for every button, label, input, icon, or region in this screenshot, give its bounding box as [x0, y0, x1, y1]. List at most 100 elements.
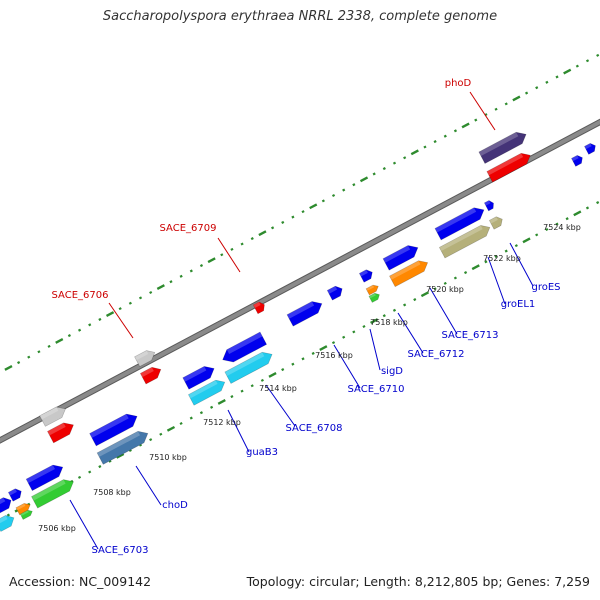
feature-arrow-highlight — [253, 301, 261, 309]
inner-tick-mark — [260, 378, 264, 382]
label-leader-line — [108, 302, 134, 339]
label-leader-line — [227, 409, 250, 453]
inner-tick-mark — [301, 357, 305, 361]
outer-tick-mark — [67, 334, 71, 338]
feature-arrow — [47, 422, 74, 444]
inner-tick-mark — [352, 330, 356, 334]
feature-arrow-shape — [488, 216, 503, 230]
feature-arrow-highlight — [489, 216, 498, 224]
feature-arrow-shape — [187, 379, 226, 406]
inner-tick-mark — [98, 465, 102, 469]
outer-tick-mark — [403, 156, 407, 160]
label-leader-line — [333, 344, 361, 389]
feature-arrow-highlight — [434, 207, 477, 233]
feature-arrow-highlight — [39, 406, 59, 420]
feature-arrow-shape — [89, 413, 138, 447]
feature-arrow — [222, 331, 268, 363]
scale-label: 7514 kbp — [259, 384, 297, 393]
inner-tick-mark — [319, 345, 328, 351]
inner-tick-mark — [128, 448, 132, 452]
outer-tick-mark — [555, 75, 559, 79]
feature-arrow — [39, 406, 66, 427]
feature-arrow — [0, 515, 15, 532]
outer-tick-mark — [230, 247, 234, 251]
outer-tick-mark — [156, 284, 165, 291]
inner-tick-mark — [166, 425, 176, 432]
feature-arrow-highlight — [0, 515, 8, 525]
feature-arrow-highlight — [224, 352, 265, 376]
feature-arrow-highlight — [359, 269, 368, 277]
feature-label: SACE_6713 — [442, 330, 499, 341]
label-leader-line — [487, 256, 506, 305]
outer-tick-mark — [189, 269, 193, 273]
feature-arrow — [478, 131, 527, 164]
outer-tick-mark — [118, 307, 122, 311]
feature-arrow-highlight — [571, 155, 579, 162]
genome-summary-text: Topology: circular; Length: 8,212,805 bp… — [246, 574, 590, 589]
outer-tick-mark — [331, 193, 336, 198]
label-leader-line — [509, 242, 534, 287]
inner-tick-mark — [362, 324, 366, 329]
inner-tick-mark — [420, 291, 430, 298]
outer-tick-mark — [281, 220, 285, 224]
feature-label: phoD — [445, 78, 472, 89]
feature-arrow — [326, 285, 343, 301]
feature-arrow-highlight — [134, 350, 149, 361]
feature-arrow-highlight — [8, 488, 17, 496]
outer-tick-mark — [169, 280, 173, 284]
feature-arrow-shape — [486, 152, 531, 183]
label-leader-line — [135, 465, 162, 506]
feature-arrow-highlight — [182, 366, 207, 382]
feature-label: SACE_6708 — [286, 423, 343, 434]
feature-labels: phoD SACE_6709 SACE_6706 groES groEL1 SACE_67… — [52, 78, 561, 556]
feature-arrow — [571, 154, 583, 167]
inner-tick-mark — [210, 405, 214, 409]
outer-tick-mark — [271, 226, 275, 230]
feature-label: SACE_6710 — [348, 384, 405, 395]
inner-tick-mark — [514, 244, 518, 248]
label-leader-line — [217, 237, 241, 273]
scale-label: 7508 kbp — [93, 488, 131, 497]
scale-label: 7522 kbp — [483, 254, 521, 263]
feature-arrow — [488, 216, 503, 230]
feature-arrow-highlight — [15, 503, 26, 511]
inner-tick-mark — [291, 362, 295, 366]
outer-tick-mark — [410, 149, 419, 156]
label-leader-line — [429, 287, 458, 335]
feature-arrow — [584, 142, 596, 155]
feature-arrow — [89, 413, 138, 447]
outer-tick-mark — [423, 145, 427, 149]
outer-tick-mark — [77, 328, 82, 332]
feature-arrow-shape — [389, 260, 429, 288]
inner-tick-mark — [555, 222, 559, 226]
outer-tick-mark — [474, 118, 478, 122]
outer-tick-mark — [37, 350, 41, 354]
outer-tick-mark — [4, 364, 13, 371]
scale-labels: 7506 kbp 7508 kbp 7510 kbp 7512 kbp 7514 kbp… — [38, 223, 581, 533]
outer-tick-mark — [535, 86, 539, 90]
inner-tick-mark — [138, 443, 143, 447]
feature-arrow-shape — [252, 301, 265, 315]
scale-label: 7510 kbp — [149, 453, 187, 462]
outer-tick-mark — [47, 344, 51, 348]
feature-arrow-shape — [365, 284, 379, 296]
outer-tick-mark — [27, 355, 31, 359]
outer-tick-mark — [309, 203, 318, 210]
features-layer — [0, 131, 596, 532]
feature-arrow-highlight — [97, 431, 141, 457]
inner-tick-mark — [116, 452, 125, 459]
feature-arrow — [182, 366, 215, 390]
feature-arrow-shape — [0, 515, 15, 532]
inner-tick-mark — [392, 308, 397, 312]
feature-arrow — [358, 269, 373, 283]
inner-tick-mark — [159, 432, 163, 436]
outer-tick-mark — [382, 166, 386, 171]
inner-tick-mark — [494, 254, 498, 258]
outer-tick-mark — [545, 80, 549, 84]
feature-arrow — [224, 351, 273, 384]
feature-arrow — [382, 245, 419, 271]
inner-tick-mark — [545, 227, 549, 232]
outer-tick-mark — [585, 59, 590, 63]
feature-arrow-shape — [134, 350, 156, 367]
feature-arrow-shape — [0, 497, 12, 514]
